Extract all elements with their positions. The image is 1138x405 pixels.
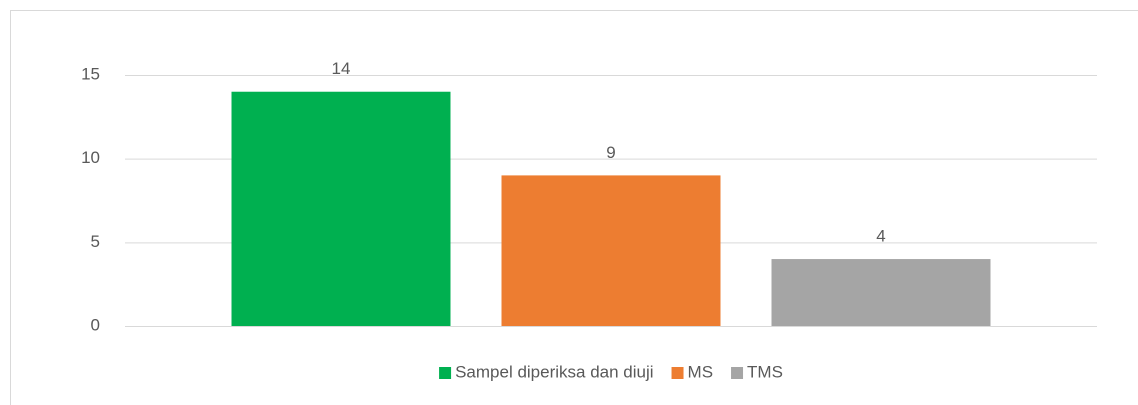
y-tick-label: 0 (91, 315, 100, 334)
data-label: 9 (606, 143, 615, 162)
chart-frame (10, 10, 1138, 405)
legend-swatch (731, 367, 744, 379)
legend-swatch (671, 367, 684, 379)
bar (501, 175, 721, 326)
legend-label: MS (688, 362, 714, 381)
legend-swatch (439, 367, 452, 379)
data-label: 14 (332, 59, 351, 78)
bar (231, 91, 451, 326)
bar (771, 259, 991, 326)
y-tick-label: 5 (91, 232, 100, 251)
y-tick-label: 10 (81, 148, 100, 167)
legend-label: TMS (747, 362, 783, 381)
y-tick-label: 15 (81, 64, 100, 83)
data-label: 4 (876, 227, 885, 246)
legend-label: Sampel diperiksa dan diuji (455, 362, 653, 381)
